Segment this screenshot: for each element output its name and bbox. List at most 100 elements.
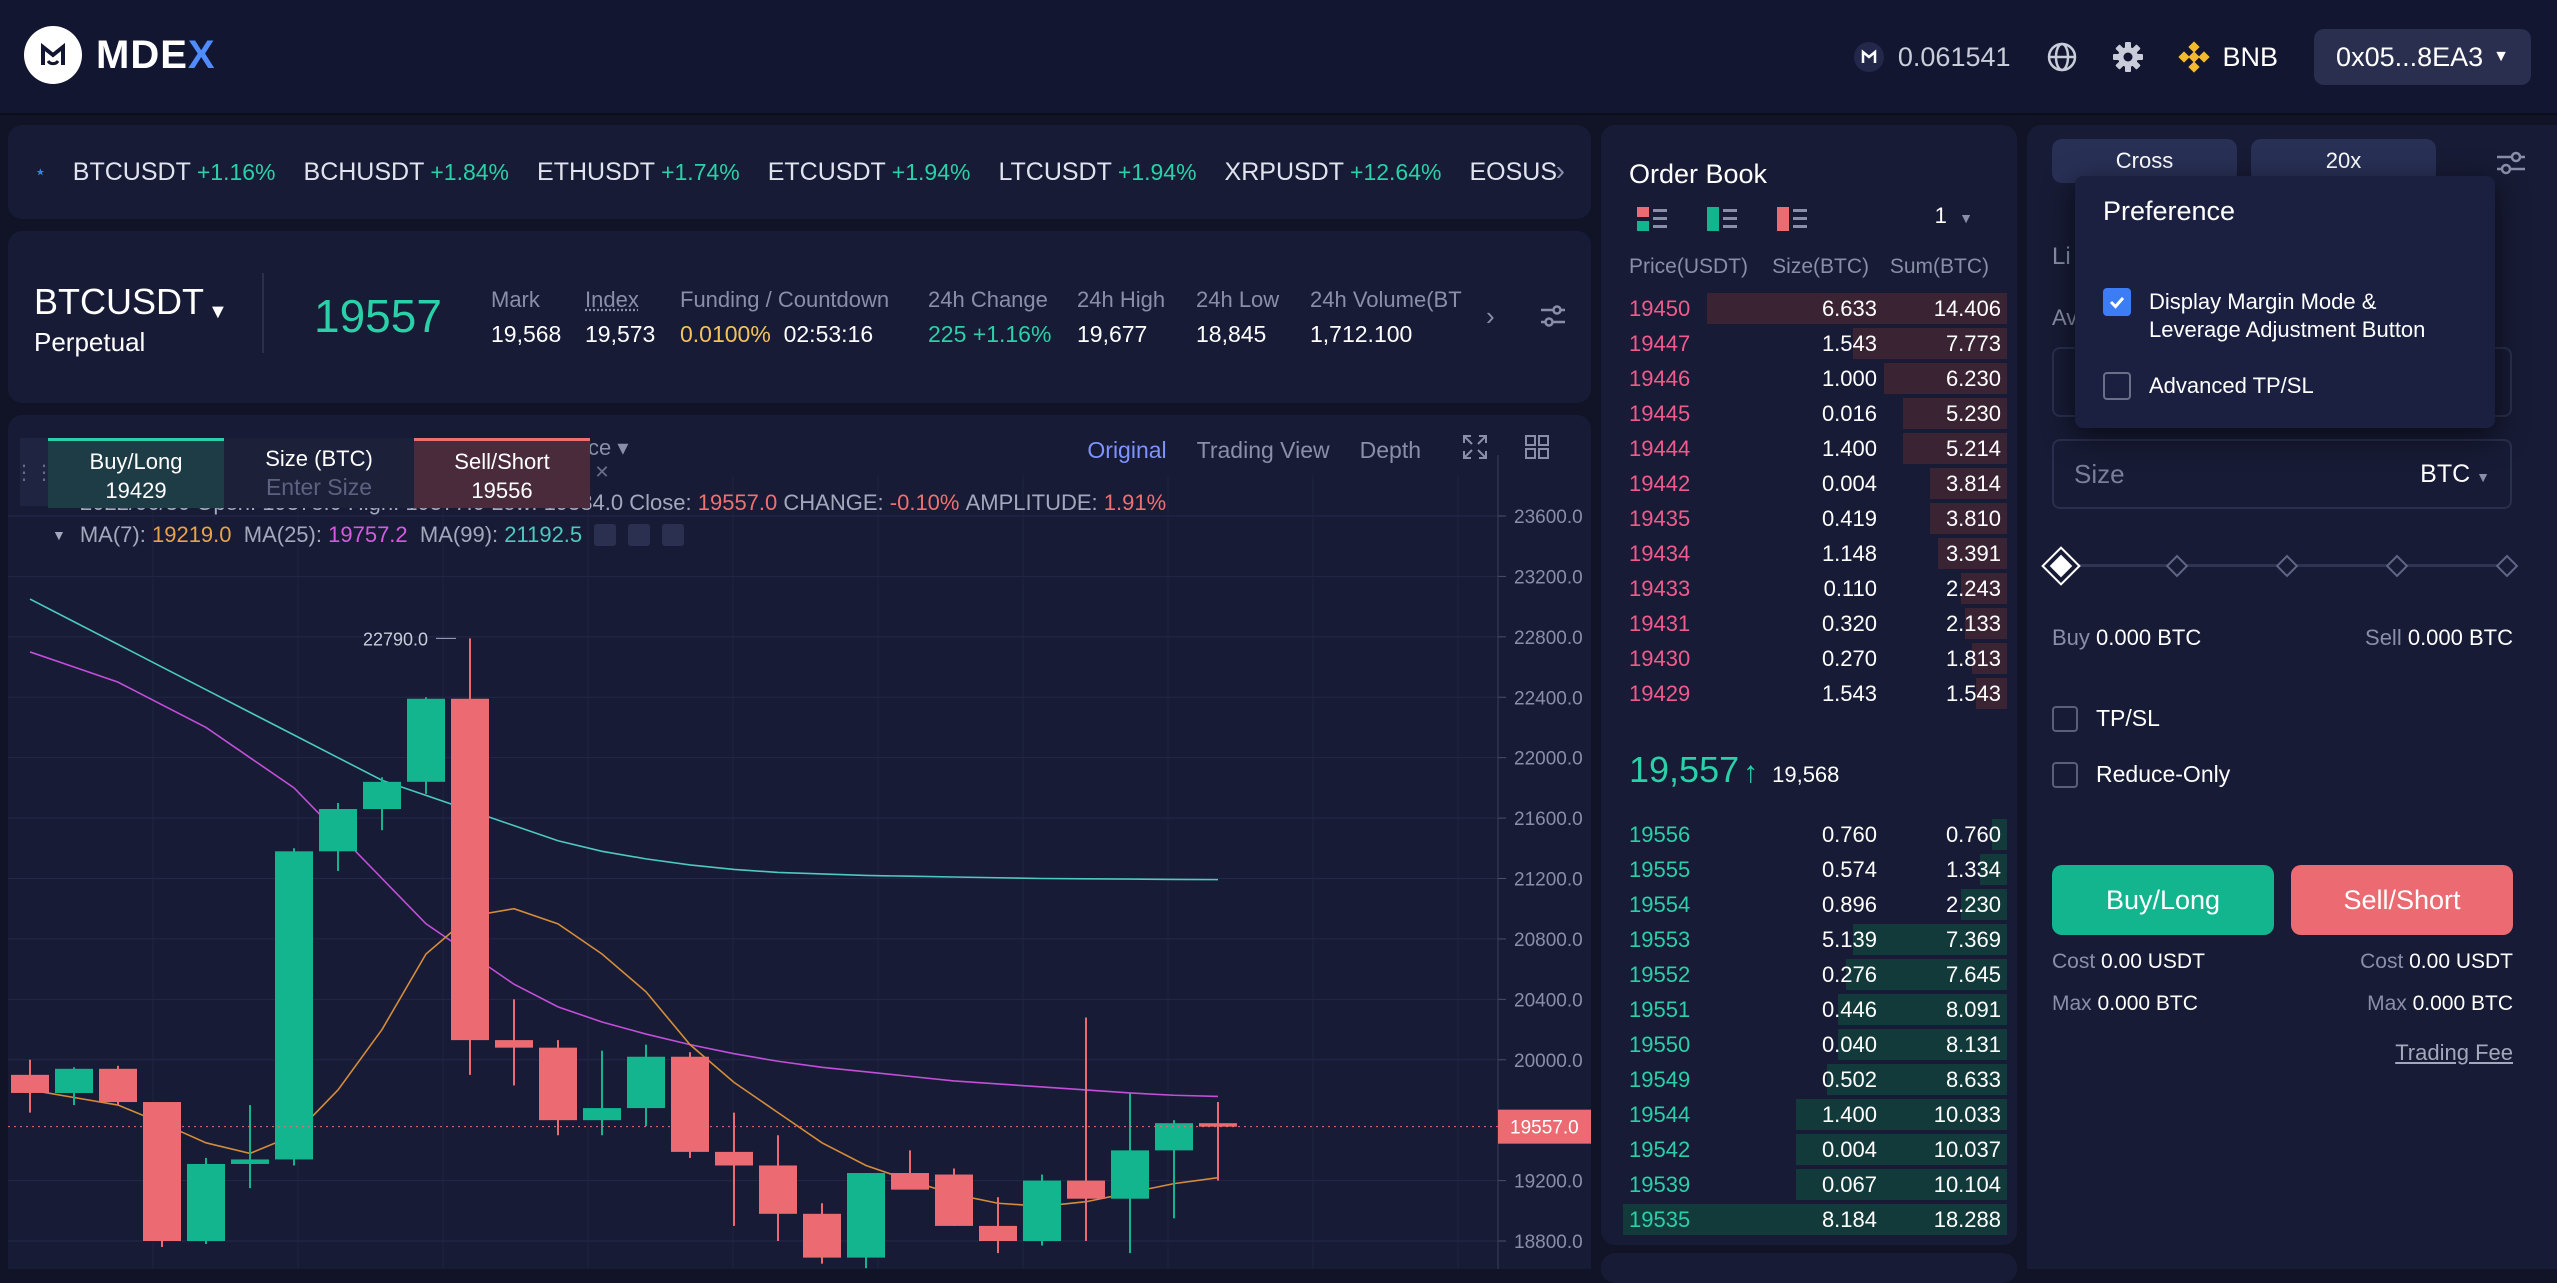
candle-body [847,1173,885,1258]
candlestick-chart[interactable]: 23600.0 23200.0 22800.0 22400.0 22000.0 21600… [8,415,1591,1269]
checkbox-icon[interactable] [2103,372,2131,400]
bids-only-icon[interactable] [1707,207,1737,231]
y-tick-label: 22400.0 [1514,688,1583,709]
tab-trading-view[interactable]: Trading View [1196,436,1330,463]
order-book-row[interactable]: 19450 6.633 14.406 [1623,291,2007,326]
order-book-row[interactable]: 19542 0.004 10.037 [1623,1132,2007,1167]
margin-mode-button[interactable]: Cross [2052,139,2237,183]
ticker-item[interactable]: ETCUSDT +1.94% [767,157,971,186]
network-selector[interactable]: BNB [2177,40,2279,74]
network-name: BNB [2222,41,2279,72]
chart-type-select[interactable]: ce ▾ [588,435,629,460]
order-book-row[interactable]: 19552 0.276 7.645 [1623,957,2007,992]
order-book-row[interactable]: 19429 1.543 1.543 [1623,676,2007,711]
ticker-item[interactable]: ETHUSDT +1.74% [537,157,740,186]
close-icon[interactable] [662,524,685,546]
order-book-row[interactable]: 19551 0.446 8.091 [1623,992,2007,1027]
gear-icon[interactable] [2111,40,2145,74]
size-input[interactable] [2074,458,2421,490]
grid-layout-icon[interactable] [1523,433,1551,467]
order-book-row[interactable]: 19434 1.148 3.391 [1623,536,2007,571]
buy-long-button[interactable]: Buy/Long [2052,865,2274,935]
sell-max: Max 0.000 BTC [2367,992,2513,1015]
order-book-row[interactable]: 19549 0.502 8.633 [1623,1062,2007,1097]
arrow-up-icon: ↑ [1743,756,1759,789]
order-book-row[interactable]: 19445 0.016 5.230 [1623,396,2007,431]
size-slider[interactable] [2041,546,2519,586]
order-book-row[interactable]: 19430 0.270 1.813 [1623,641,2007,676]
candle-body [671,1056,709,1152]
close-icon[interactable]: ✕ [594,462,610,482]
sliders-icon[interactable] [1538,301,1568,331]
order-book-row[interactable]: 19435 0.419 3.810 [1623,501,2007,536]
candle-body [715,1151,753,1166]
candle-body [1111,1150,1149,1199]
order-book-row[interactable]: 19554 0.896 2.230 [1623,887,2007,922]
sell-short-button[interactable]: Sell/Short [2291,865,2513,935]
order-book-row[interactable]: 19556 0.760 0.760 [1623,817,2007,852]
sell-cost: Cost 0.00 USDT [2360,950,2513,973]
candle-body [1067,1180,1105,1199]
order-type-label: Li [2052,243,2071,270]
buy-amount: Buy 0.000 BTC [2052,625,2202,650]
ticker-item[interactable]: BTCUSDT +1.16% [72,157,276,186]
index-stat[interactable]: Index 19,573 [585,287,656,347]
order-book-row[interactable]: 19447 1.543 7.773 [1623,326,2007,361]
buy-cost: Cost 0.00 USDT [2052,950,2205,973]
sliders-icon[interactable] [2495,149,2527,177]
expand-icon[interactable] [1461,433,1489,467]
change-stat: 24h Change 225 +1.16% [928,287,1052,347]
size-unit-select[interactable]: BTC ▼ [2420,459,2490,488]
order-book-row[interactable]: 19550 0.040 8.131 [1623,1027,2007,1062]
order-book-row[interactable]: 19544 1.400 10.033 [1623,1097,2007,1132]
reduce-only-checkbox[interactable]: Reduce-Only [2052,761,2230,788]
trading-fee-link[interactable]: Trading Fee [2395,1040,2513,1065]
leverage-button[interactable]: 20x [2251,139,2436,183]
slider-handle[interactable] [2041,546,2081,586]
funding-stat: Funding / Countdown 0.0100% 02:53:16 [680,287,890,347]
eye-icon[interactable] [594,524,617,546]
ticker-item[interactable]: EOSUS [1469,157,1557,186]
order-book-row[interactable]: 19433 0.110 2.243 [1623,571,2007,606]
checkbox-checked-icon[interactable] [2103,288,2131,316]
ticker-item[interactable]: BCHUSDT +1.84% [303,157,510,186]
pair-name: BTCUSDT [34,281,204,322]
quick-buy-button[interactable]: Buy/Long 19429 [48,438,224,508]
tab-depth[interactable]: Depth [1359,436,1421,463]
quick-sell-button[interactable]: Sell/Short 19556 [414,438,590,508]
display-margin-mode-option[interactable]: Display Margin Mode & Leverage Adjustment… [2103,288,2425,344]
order-book-row[interactable]: 19553 5.139 7.369 [1623,922,2007,957]
ticker-item[interactable]: LTCUSDT +1.94% [998,157,1197,186]
caret-down-icon[interactable]: ▼ [208,301,228,323]
order-book-row[interactable]: 19539 0.067 10.104 [1623,1167,2007,1202]
advanced-tpsl-option[interactable]: Advanced TP/SL [2103,372,2314,400]
buy-max: Max 0.000 BTC [2052,992,2198,1015]
chevron-right-icon[interactable]: › [1555,155,1565,186]
aggregation-select[interactable]: 1 ▼ [1934,203,1973,228]
ticker-item[interactable]: XRPUSDT +12.64% [1224,157,1442,186]
pair-selector[interactable]: BTCUSDT Perpetual [34,281,204,358]
mid-price: 19,557 ↑ 19,568 [1629,749,1840,790]
ma99-line [29,598,1219,881]
chevron-right-icon[interactable]: › [1486,301,1495,331]
wallet-button[interactable]: 0x05...8EA3 ▼ [2314,29,2531,85]
tpsl-checkbox[interactable]: TP/SL [2052,705,2160,732]
order-book-row[interactable]: 19535 8.184 18.288 [1623,1202,2007,1237]
order-book-row[interactable]: 19555 0.574 1.334 [1623,852,2007,887]
both-sides-icon[interactable] [1637,207,1667,231]
star-icon[interactable] [36,159,45,185]
candle-body [495,1040,533,1048]
logo[interactable]: MDEX [24,26,216,84]
candle-body [935,1174,973,1226]
order-book-row[interactable]: 19446 1.000 6.230 [1623,361,2007,396]
globe-icon[interactable] [2045,40,2079,74]
collapse-icon[interactable]: ▼ [52,527,66,543]
order-book-row[interactable]: 19442 0.004 3.814 [1623,466,2007,501]
settings-icon[interactable] [628,524,651,546]
order-book-row[interactable]: 19431 0.320 2.133 [1623,606,2007,641]
asks-only-icon[interactable] [1777,207,1807,231]
drag-handle-icon[interactable]: ⋮⋮ [14,438,54,506]
order-book-row[interactable]: 19444 1.400 5.214 [1623,431,2007,466]
quick-size-input[interactable] [239,474,399,501]
tab-original[interactable]: Original [1087,436,1167,463]
